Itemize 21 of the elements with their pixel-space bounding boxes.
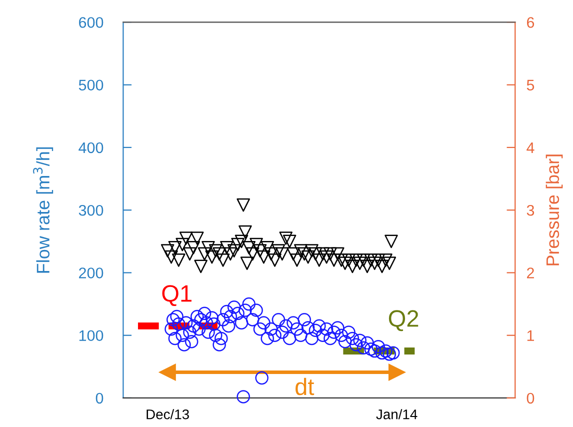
y2-tick-label: 4 [526,142,534,153]
annotation: Q1 [162,285,192,306]
y-tick-label: 300 [78,204,104,216]
y-tick-label: 0 [96,392,104,404]
y2-tick-label: 6 [527,17,534,28]
y-tick-label: 100 [79,330,104,342]
y2-tick-label: 0 [526,392,534,404]
y-axis-title: Flow rate [m$^{3}$/h] [33,147,54,273]
annotation: dt [296,378,314,396]
y-tick-label: 400 [78,142,104,154]
y-tick-label: 500 [78,80,104,91]
x-tick-label: Dec/13 [146,409,189,420]
y2-tick-label: 3 [526,204,534,216]
y2-tick-label: 5 [526,80,534,91]
y2-tick-label: 1 [527,330,534,341]
y2-axis-title: Pressure [bar] [546,154,563,266]
y-tick-label: 200 [79,268,104,278]
y-tick-label: 600 [79,17,104,28]
y2-tick-label: 2 [527,268,534,278]
annotation: Q2 [388,310,418,332]
x-tick-label: Jan/14 [376,409,418,420]
